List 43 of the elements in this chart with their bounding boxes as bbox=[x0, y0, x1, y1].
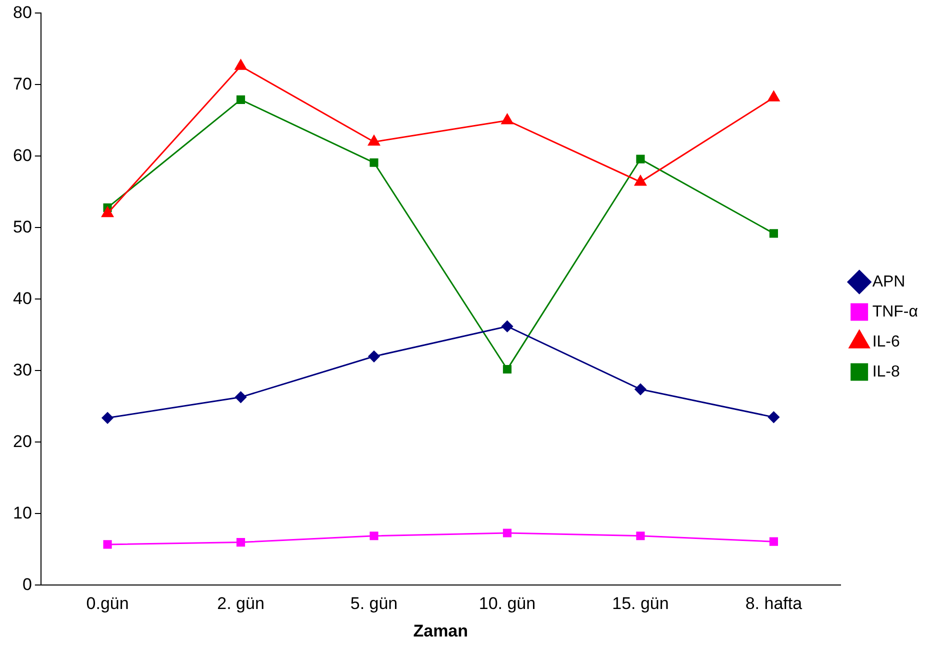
point bbox=[235, 391, 247, 403]
point bbox=[769, 537, 778, 546]
legend-label: TNF-α bbox=[872, 303, 918, 320]
x-axis-title: Zaman bbox=[413, 621, 468, 640]
point bbox=[234, 59, 247, 70]
point bbox=[370, 158, 378, 167]
point bbox=[768, 90, 780, 102]
point bbox=[102, 412, 114, 424]
point bbox=[636, 154, 645, 164]
x-tick-label: 0.gün bbox=[86, 594, 129, 614]
y-tick-label: 80 bbox=[12, 2, 32, 22]
x-tick-label: 10. gün bbox=[478, 594, 536, 614]
point bbox=[501, 114, 514, 124]
y-tick-label: 0 bbox=[22, 574, 32, 594]
legend-label: IL-6 bbox=[872, 333, 900, 350]
point bbox=[370, 532, 378, 540]
point bbox=[502, 528, 512, 538]
point bbox=[636, 532, 645, 540]
point bbox=[368, 135, 380, 146]
y-tick-label: 10 bbox=[12, 503, 32, 522]
point bbox=[634, 175, 646, 186]
legend-label: IL-8 bbox=[872, 363, 900, 380]
y-tick-label: 70 bbox=[12, 74, 32, 94]
point bbox=[368, 350, 380, 362]
x-tick-label: 2. gün bbox=[217, 594, 264, 614]
y-tick-label: 50 bbox=[12, 217, 32, 236]
x-tick-label: 8. hafta bbox=[745, 594, 803, 614]
x-tick-label: 5. gün bbox=[350, 594, 398, 614]
point bbox=[769, 229, 778, 238]
point bbox=[502, 364, 512, 374]
x-tick-label: 15. gün bbox=[612, 594, 669, 614]
point bbox=[102, 206, 114, 218]
point bbox=[634, 384, 646, 396]
point bbox=[236, 538, 246, 547]
point bbox=[501, 320, 513, 332]
y-tick-label: 60 bbox=[12, 146, 32, 165]
y-tick-label: 20 bbox=[12, 432, 32, 451]
y-tick-label: 30 bbox=[12, 360, 32, 380]
point bbox=[103, 540, 112, 549]
point bbox=[768, 411, 780, 423]
y-tick-label: 40 bbox=[12, 288, 32, 308]
legend-label: APN bbox=[872, 273, 906, 290]
point bbox=[236, 95, 246, 104]
